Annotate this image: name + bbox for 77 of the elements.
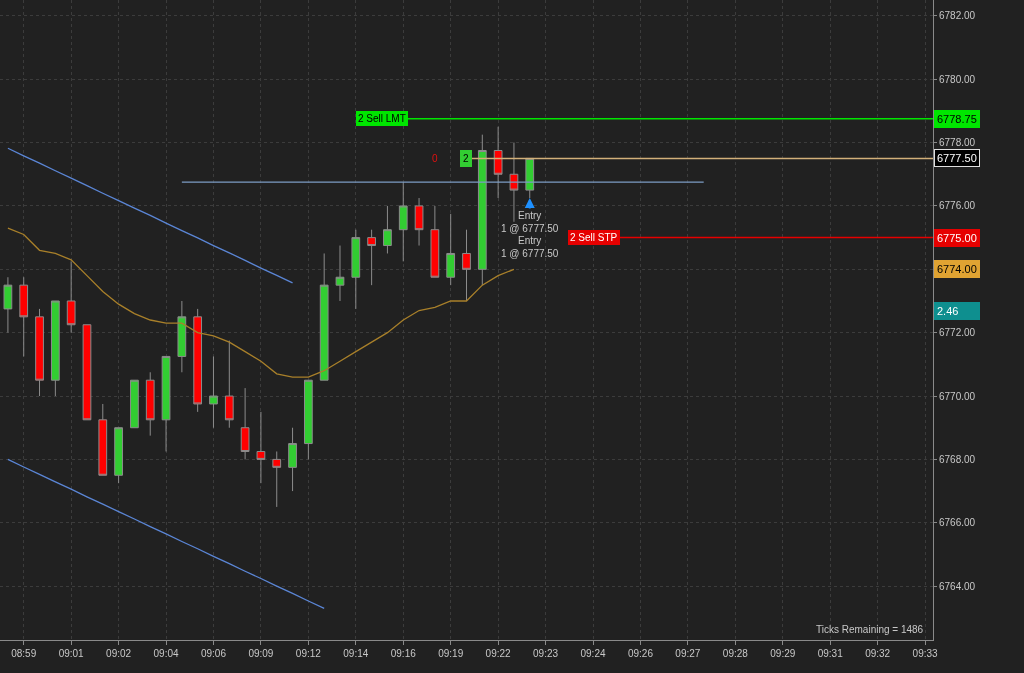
ref-line-label: 6777.50 xyxy=(937,152,977,164)
x-tick-label: 09:27 xyxy=(675,648,701,659)
y-tick-label: 6776.00 xyxy=(939,200,976,212)
x-tick-label: 09:26 xyxy=(627,648,654,659)
annotation: 2 Sell STP xyxy=(570,232,618,243)
candlestick xyxy=(114,427,123,484)
x-tick-label: 09:32 xyxy=(865,648,891,659)
x-tick-label: 09:12 xyxy=(295,648,322,659)
x-tick-label: 09:16 xyxy=(390,648,417,659)
x-tick-label: 08:59 xyxy=(11,648,37,659)
x-tick-label: 09:23 xyxy=(533,648,559,659)
candlestick xyxy=(177,300,187,373)
candlestick xyxy=(414,197,424,247)
candlestick xyxy=(303,379,313,460)
x-tick-label: 09:09 xyxy=(248,648,274,659)
line-series xyxy=(7,147,294,284)
ref-line-label: 6775.00 xyxy=(937,232,977,244)
candlestick xyxy=(493,126,503,199)
candlestick xyxy=(446,213,456,286)
candlestick xyxy=(130,379,139,429)
y-tick-label: 6768.00 xyxy=(939,453,976,465)
x-tick-label: 09:33 xyxy=(912,648,939,659)
y-tick-label: 6770.00 xyxy=(939,390,976,402)
y-tick-label: 6766.00 xyxy=(939,517,976,529)
candlestick xyxy=(477,134,487,286)
annotation: Ticks Remaining = 1486 xyxy=(816,624,924,635)
x-tick-label: 09:02 xyxy=(106,648,132,659)
candlestick xyxy=(335,245,345,302)
candlestick xyxy=(224,340,234,429)
annotation: 2 xyxy=(463,153,469,164)
candlestick xyxy=(351,229,361,310)
x-tick-label: 09:22 xyxy=(485,648,512,659)
x-tick-label: 09:01 xyxy=(58,648,85,659)
x-tick-label: 09:19 xyxy=(438,648,464,659)
x-tick-label: 09:06 xyxy=(200,648,227,659)
x-tick-label: 09:14 xyxy=(343,648,369,659)
candlestick xyxy=(398,181,408,262)
candlestick xyxy=(525,157,535,199)
candlestick xyxy=(367,229,376,286)
annotation: 2 Sell LMT xyxy=(358,113,406,124)
candlestick xyxy=(509,142,519,223)
y-tick-label: 6764.00 xyxy=(939,580,976,592)
candlestick xyxy=(288,427,297,492)
candlestick xyxy=(240,387,250,460)
candlestick xyxy=(35,308,44,397)
line-series xyxy=(7,458,325,609)
candlestick xyxy=(66,260,76,334)
candlestick xyxy=(145,371,155,437)
candlestick xyxy=(98,403,108,476)
annotation: Entry 1 @ 6777.50 xyxy=(501,210,559,234)
x-tick-label: 09:24 xyxy=(580,648,606,659)
y-tick-label: 6782.00 xyxy=(939,10,976,22)
x-tick-label: 09:31 xyxy=(817,648,844,659)
candlestick xyxy=(50,300,60,397)
candlestick xyxy=(82,324,92,421)
y-tick-label: 6772.00 xyxy=(939,327,976,339)
text: 6774.00 xyxy=(937,263,977,275)
text: 2.46 xyxy=(937,305,959,317)
candlestick xyxy=(319,252,329,381)
annotation: Entry 1 @ 6777.50 xyxy=(501,235,559,259)
x-tick-label: 09:28 xyxy=(722,648,749,659)
candlestick xyxy=(256,411,266,484)
x-tick-label: 09:04 xyxy=(153,648,179,659)
candlestick xyxy=(383,205,392,254)
candlestick xyxy=(19,276,29,357)
candlestick xyxy=(272,450,282,508)
candlestick xyxy=(430,205,440,278)
candlestick xyxy=(193,308,203,413)
ref-line-label: 6778.75 xyxy=(937,113,977,125)
y-tick-label: 6780.00 xyxy=(939,73,976,85)
candlestick xyxy=(209,355,218,429)
y-tick-label: 6778.00 xyxy=(939,137,976,149)
candlestick xyxy=(161,355,171,452)
annotation: 0 xyxy=(432,153,438,164)
candlestick xyxy=(462,229,471,302)
x-tick-label: 09:29 xyxy=(770,648,796,659)
candlestick xyxy=(3,276,13,334)
